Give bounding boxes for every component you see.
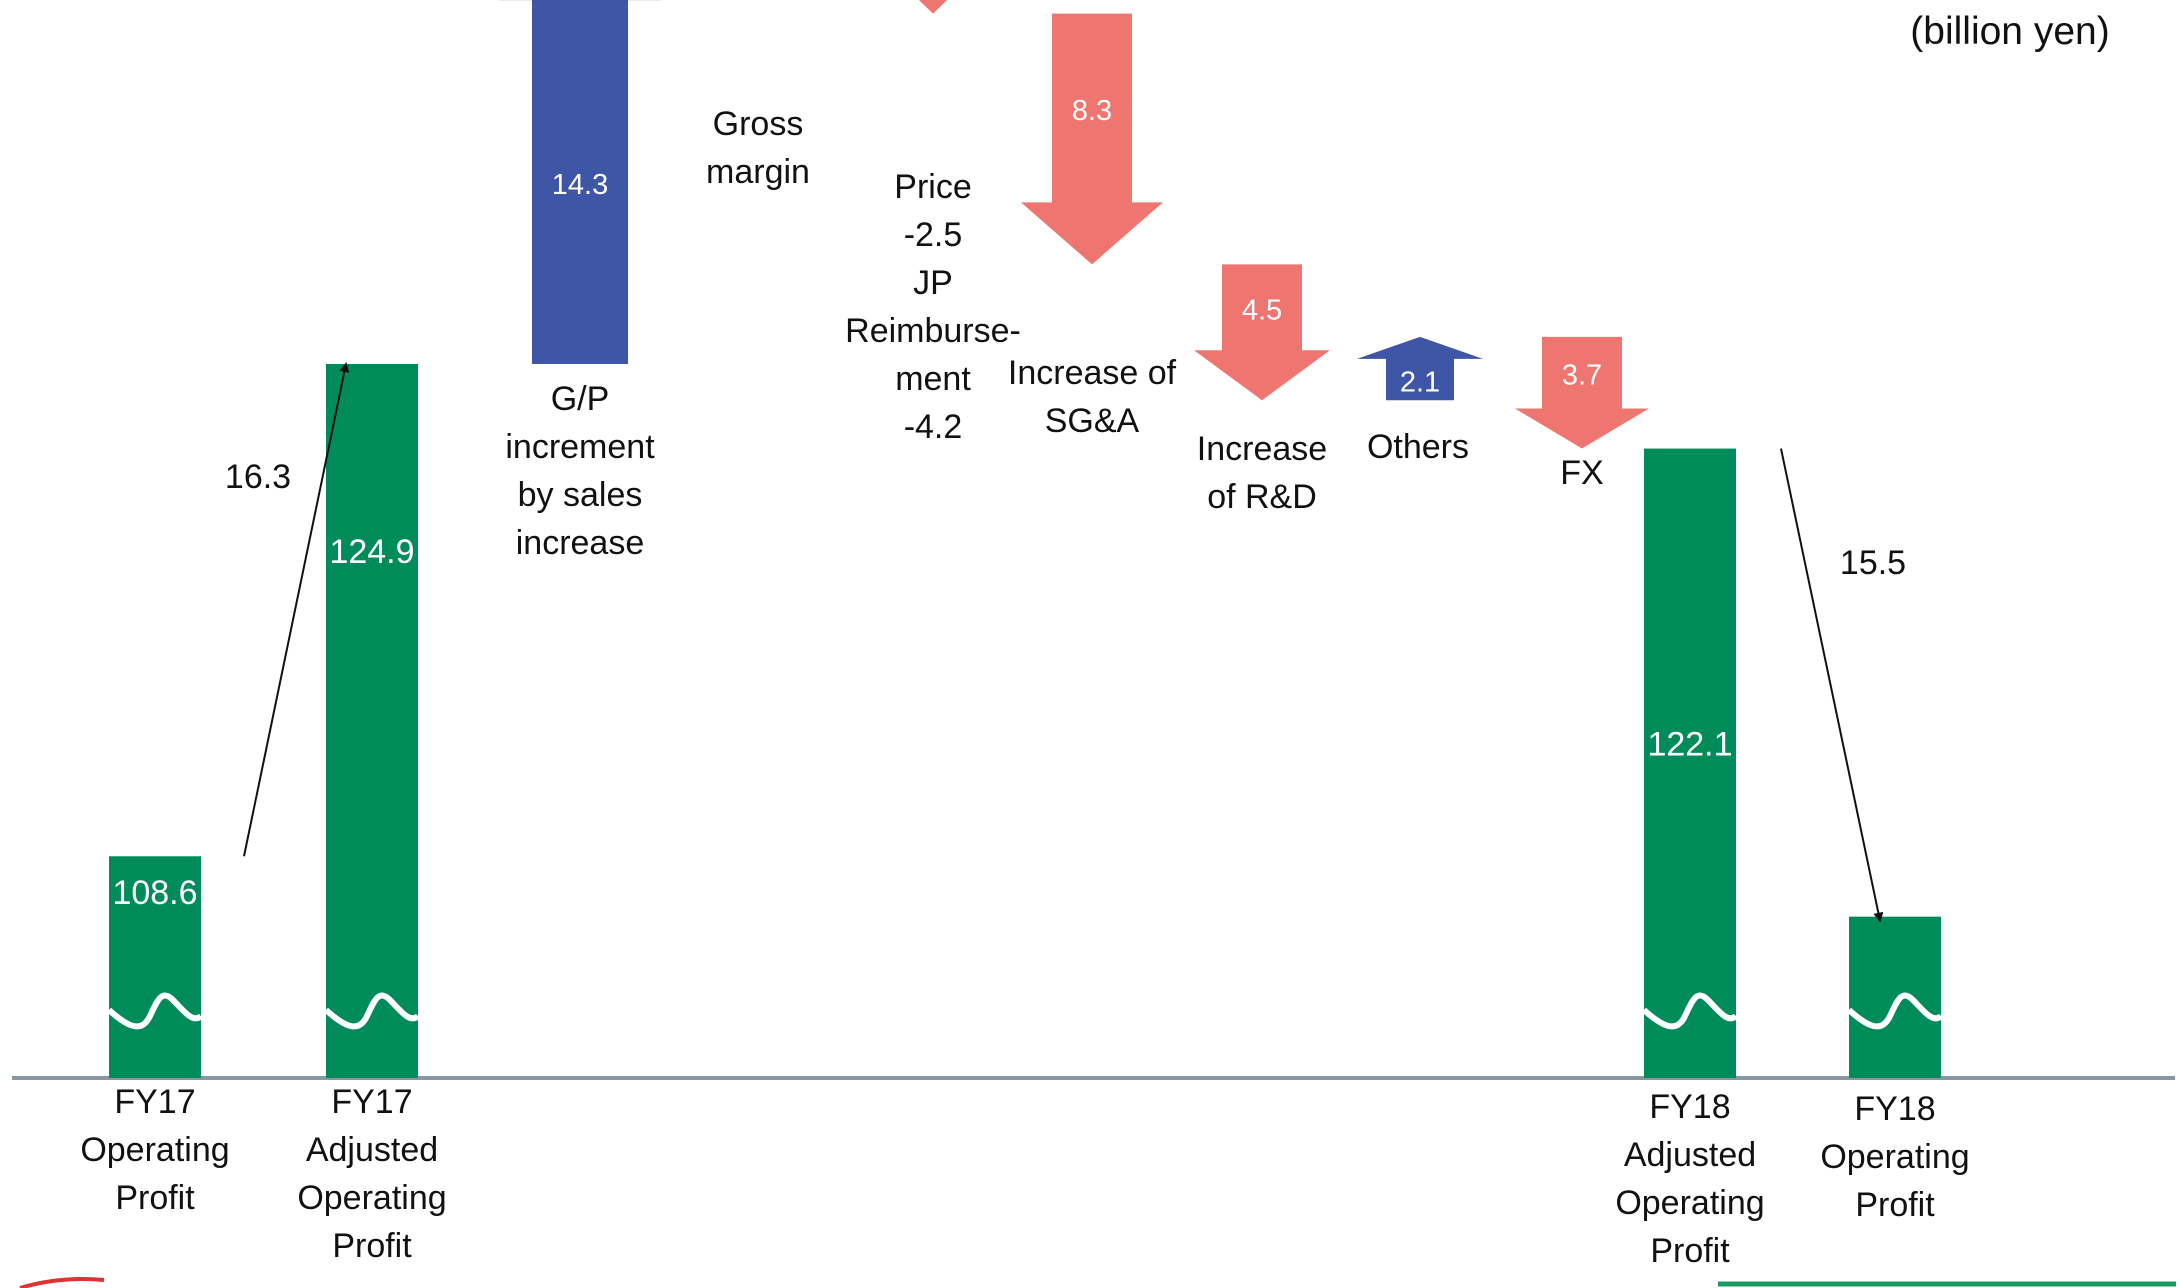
total-bar — [326, 364, 418, 1078]
total-category-label: FY17 Operating Profit — [80, 1083, 229, 1217]
total-category-label: FY18 Operating Profit — [1820, 1090, 1969, 1224]
step-arrow — [1357, 336, 1483, 401]
adjustment-arrow — [1780, 448, 1884, 923]
axis-break-mark — [323, 992, 421, 1030]
adjustment-arrow — [243, 362, 350, 857]
step-arrow — [918, 0, 948, 14]
step-arrow — [1194, 264, 1330, 401]
step-value-label: 4.5 — [1242, 294, 1282, 326]
footer-logo-mark — [19, 1277, 105, 1288]
step-value-label: 3.7 — [1562, 360, 1602, 392]
total-bar — [1644, 448, 1736, 1078]
step-value-label: 2.1 — [1400, 367, 1440, 399]
step-arrow — [1515, 336, 1649, 449]
unit-label: (billion yen) — [1910, 10, 2110, 53]
axis-break-mark — [1641, 992, 1739, 1030]
total-value-label: 106.6 — [1852, 869, 1937, 907]
step-category-label: Gross margin — [706, 105, 810, 191]
total-category-label: FY17 Adjusted Operating Profit — [297, 1083, 446, 1265]
adjustment-label: 16.3 — [225, 458, 291, 496]
step-arrow — [499, 0, 661, 364]
axis-break-mark — [106, 992, 204, 1030]
total-category-label: FY18 Adjusted Operating Profit — [1615, 1088, 1764, 1270]
step-category-label: Price -2.5 JP Reimburse-ment -4.2 — [845, 168, 1021, 446]
step-category-label: FX — [1560, 454, 1603, 492]
total-bar — [1849, 916, 1941, 1078]
step-category-label: Increase of SG&A — [1008, 354, 1177, 440]
total-value-label: 122.1 — [1647, 725, 1732, 763]
adjustment-label: 15.5 — [1840, 544, 1906, 582]
total-value-label: 124.9 — [329, 533, 414, 571]
step-category-label: Others — [1367, 428, 1469, 466]
step-category-label: G/P increment by sales increase — [505, 380, 655, 562]
axis-break-mark — [1846, 992, 1944, 1030]
step-value-label: 14.3 — [552, 169, 608, 201]
step-value-label: 8.3 — [1072, 95, 1112, 127]
total-bar — [109, 856, 201, 1078]
total-value-label: 108.6 — [112, 874, 197, 912]
step-category-label: Increase of R&D — [1197, 430, 1327, 516]
step-arrow — [1021, 13, 1163, 265]
